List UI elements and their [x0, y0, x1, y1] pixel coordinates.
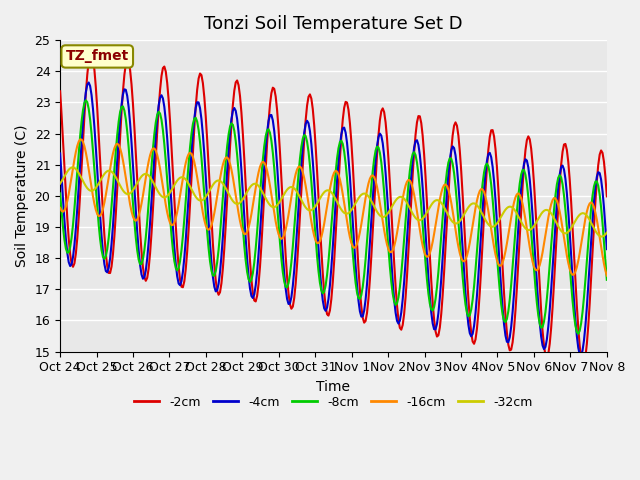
Title: Tonzi Soil Temperature Set D: Tonzi Soil Temperature Set D [204, 15, 463, 33]
Text: TZ_fmet: TZ_fmet [66, 49, 129, 63]
X-axis label: Time: Time [317, 380, 351, 394]
Y-axis label: Soil Temperature (C): Soil Temperature (C) [15, 125, 29, 267]
Legend: -2cm, -4cm, -8cm, -16cm, -32cm: -2cm, -4cm, -8cm, -16cm, -32cm [129, 391, 538, 414]
